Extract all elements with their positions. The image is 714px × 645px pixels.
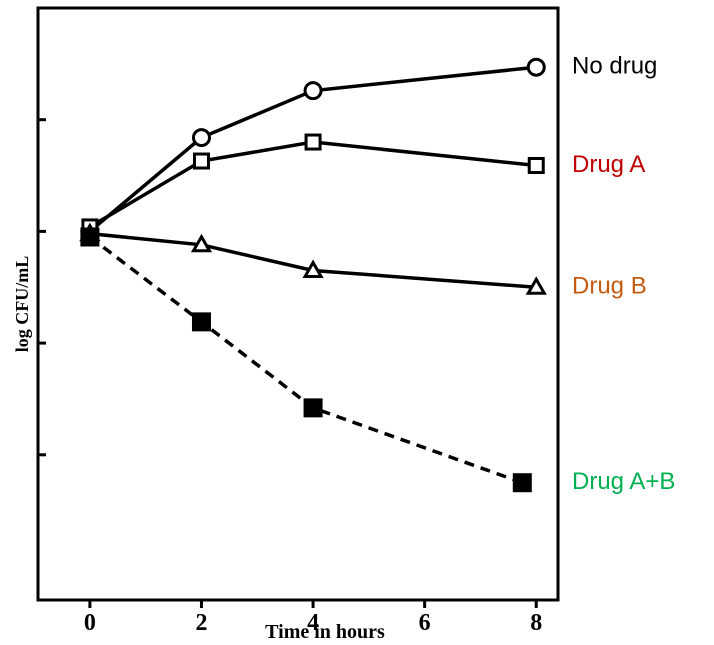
- x-tick-label: 2: [195, 610, 207, 636]
- series-line: [89, 231, 537, 289]
- marker: [190, 233, 213, 253]
- series-line: [88, 235, 523, 485]
- plot-frame: [36, 6, 560, 602]
- legend-label: No drug: [572, 53, 657, 80]
- marker: [303, 398, 323, 418]
- y-axis-label: log CFU/mL: [12, 256, 32, 353]
- x-tick-label: 8: [530, 610, 542, 636]
- marker: [191, 312, 211, 332]
- legend-label: Drug B: [572, 273, 647, 300]
- x-tick-label: 0: [84, 610, 96, 636]
- marker: [80, 227, 100, 247]
- marker: [304, 133, 322, 151]
- marker: [525, 276, 547, 295]
- series-line: [88, 65, 537, 233]
- marker: [512, 473, 532, 493]
- marker: [191, 128, 211, 148]
- x-tick-label: 6: [419, 610, 431, 636]
- x-tick-label: 4: [307, 610, 319, 636]
- marker: [527, 156, 545, 174]
- x-axis-label: Time in hours: [265, 621, 385, 643]
- marker: [303, 81, 323, 101]
- legend-label: Drug A: [572, 151, 645, 178]
- marker: [302, 259, 324, 278]
- legend-label: Drug A+B: [572, 468, 675, 495]
- series-line: [88, 140, 537, 229]
- marker: [192, 152, 210, 170]
- marker: [526, 57, 546, 77]
